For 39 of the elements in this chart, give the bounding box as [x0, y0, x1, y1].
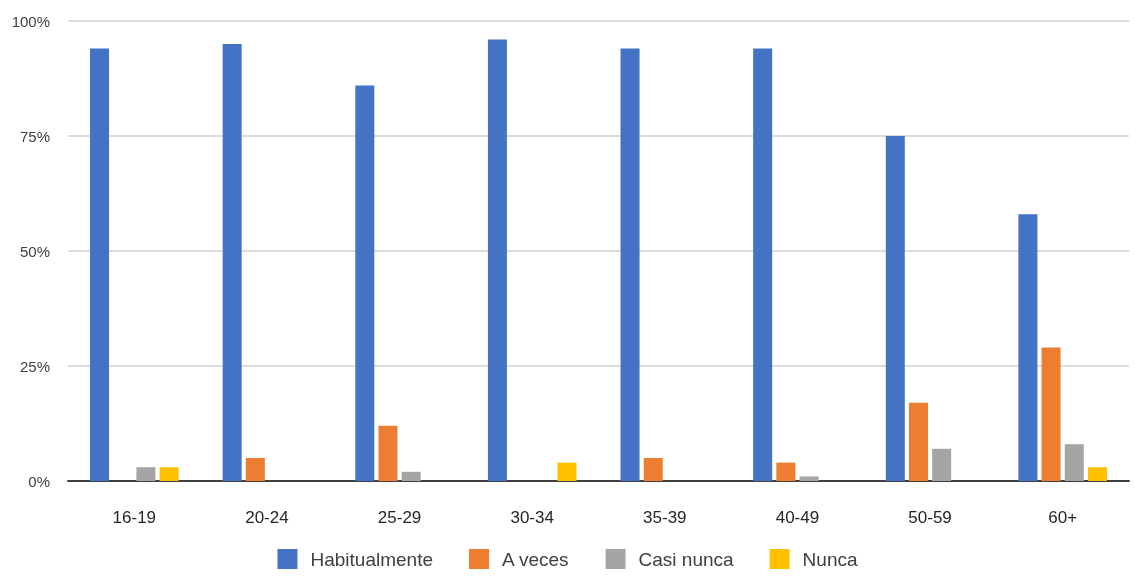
bar	[245, 458, 265, 481]
bar	[1041, 347, 1061, 481]
x-tick-label: 40-49	[775, 508, 820, 527]
y-tick-label: 0%	[28, 472, 50, 490]
bar	[136, 467, 156, 481]
x-tick-label: 16-19	[112, 508, 157, 527]
bar	[557, 462, 577, 481]
x-tick-label: 50-59	[908, 508, 952, 527]
y-tick-label: 75%	[19, 127, 50, 145]
bar	[932, 448, 952, 481]
y-tick-label: 50%	[19, 242, 50, 260]
bar	[620, 48, 640, 481]
bar	[799, 476, 819, 481]
x-tick-label: 25-29	[377, 508, 422, 527]
bar	[908, 402, 928, 481]
x-tick-label: 60+	[1048, 508, 1078, 527]
bar	[1087, 467, 1107, 481]
x-tick-label: 30-34	[510, 508, 554, 527]
bar	[885, 136, 905, 481]
legend-label: Habitualmente	[310, 548, 433, 570]
bar	[1064, 444, 1084, 481]
bar	[753, 48, 773, 481]
legend-label: Nunca	[802, 548, 858, 570]
bar	[776, 462, 796, 481]
legend-label: A veces	[501, 548, 569, 570]
bar	[222, 44, 242, 481]
bar	[159, 467, 179, 481]
bar	[401, 471, 421, 481]
legend-label: Casi nunca	[638, 548, 735, 570]
bar	[90, 48, 110, 481]
bar	[1018, 214, 1038, 481]
x-tick-label: 20-24	[245, 508, 289, 527]
bar	[355, 85, 375, 481]
y-tick-label: 25%	[19, 357, 50, 375]
bar	[643, 458, 663, 481]
x-tick-label: 35-39	[643, 508, 687, 527]
bar	[378, 425, 398, 481]
bar	[487, 39, 507, 481]
y-tick-label: 100%	[11, 12, 50, 30]
